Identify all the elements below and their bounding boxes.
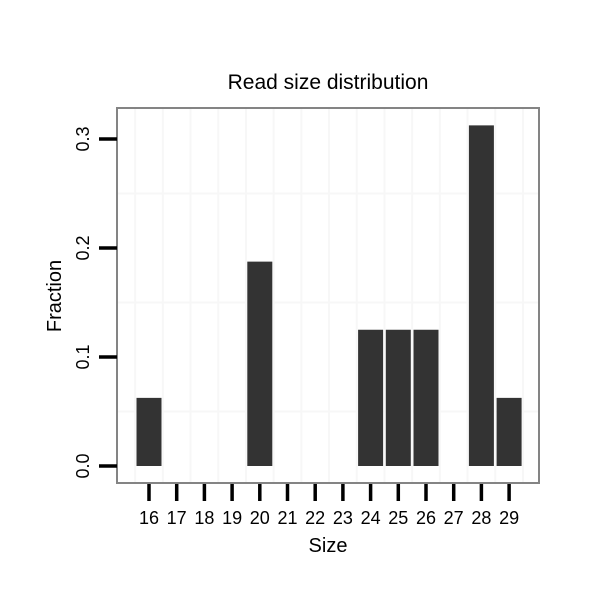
x-tick-label: 18 [194, 508, 214, 528]
x-tick-label: 23 [333, 508, 353, 528]
x-tick-label: 25 [388, 508, 408, 528]
x-tick-label: 19 [222, 508, 242, 528]
y-tick-label: 0.1 [73, 344, 93, 369]
x-tick-label: 17 [167, 508, 187, 528]
y-tick-label: 0.0 [73, 453, 93, 478]
y-tick-label: 0.2 [73, 235, 93, 260]
bar [358, 329, 384, 466]
bar [496, 397, 522, 466]
bar [247, 261, 273, 466]
y-tick-label: 0.3 [73, 126, 93, 151]
bar [468, 125, 494, 466]
x-tick-label: 20 [250, 508, 270, 528]
x-tick-label: 28 [471, 508, 491, 528]
x-tick-label: 29 [499, 508, 519, 528]
x-tick-label: 24 [361, 508, 381, 528]
x-tick-label: 21 [277, 508, 297, 528]
x-tick-label: 16 [139, 508, 159, 528]
x-tick-label: 27 [444, 508, 464, 528]
chart-title: Read size distribution [227, 71, 429, 94]
bar [385, 329, 411, 466]
x-tick-label: 22 [305, 508, 325, 528]
x-axis-title: Size [308, 535, 348, 557]
bar [413, 329, 439, 466]
panel-background [117, 108, 539, 483]
bar [136, 397, 162, 466]
panel-border [116, 107, 540, 484]
x-tick-label: 26 [416, 508, 436, 528]
